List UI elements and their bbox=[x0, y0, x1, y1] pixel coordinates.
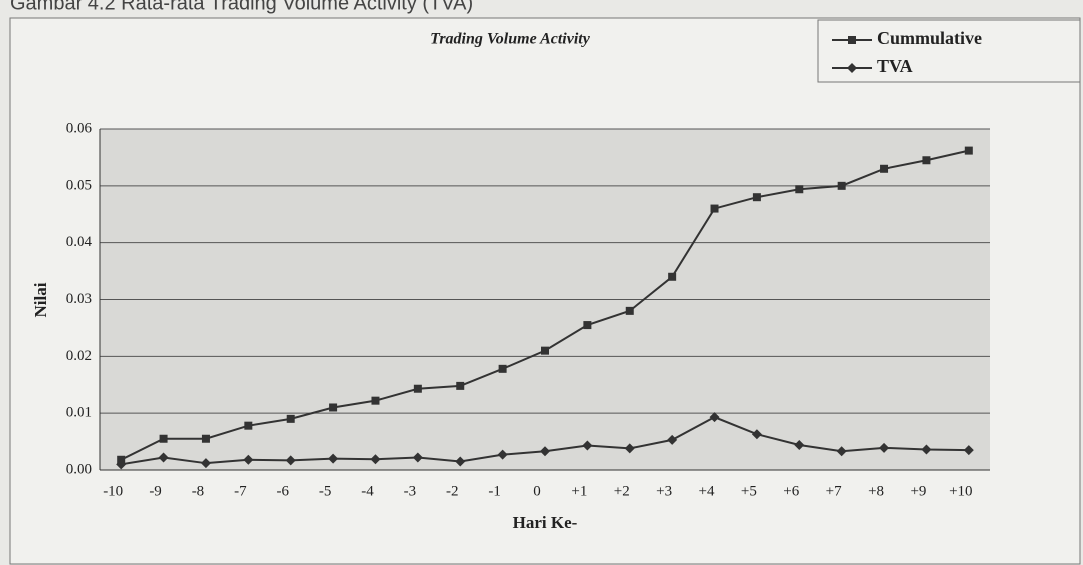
y-tick-label: 0.00 bbox=[66, 461, 92, 477]
marker bbox=[667, 434, 678, 445]
marker bbox=[455, 456, 466, 467]
marker bbox=[244, 421, 253, 430]
x-tick-label: +9 bbox=[910, 483, 926, 499]
y-tick-label: 0.01 bbox=[66, 405, 92, 421]
marker bbox=[836, 446, 847, 457]
marker bbox=[795, 185, 804, 194]
y-tick-label: 0.04 bbox=[66, 234, 93, 250]
x-tick-label: -7 bbox=[234, 483, 247, 499]
x-tick-label: -6 bbox=[276, 483, 289, 499]
marker bbox=[922, 156, 931, 165]
y-tick-label: 0.05 bbox=[66, 177, 92, 193]
marker bbox=[328, 453, 339, 464]
marker bbox=[200, 458, 211, 469]
y-tick-label: 0.03 bbox=[66, 291, 92, 307]
marker bbox=[582, 440, 593, 451]
marker bbox=[625, 306, 634, 315]
x-tick-label: +5 bbox=[741, 483, 757, 499]
marker bbox=[116, 459, 127, 470]
marker bbox=[413, 384, 422, 393]
marker bbox=[624, 443, 635, 454]
marker bbox=[158, 452, 169, 463]
marker bbox=[497, 449, 508, 460]
marker bbox=[541, 346, 549, 355]
y-tick-label: 0.02 bbox=[66, 348, 92, 364]
marker bbox=[370, 454, 381, 465]
marker bbox=[794, 439, 805, 450]
marker bbox=[921, 444, 932, 455]
x-tick-label: -8 bbox=[192, 483, 205, 499]
chart-title: Trading Volume Activity bbox=[430, 31, 591, 48]
x-tick-label: -1 bbox=[488, 483, 501, 499]
marker bbox=[540, 446, 550, 457]
marker bbox=[243, 454, 254, 465]
caption: Gambar 4.2 Rata-rata Trading Volume Acti… bbox=[10, 0, 473, 14]
x-tick-label: -5 bbox=[319, 483, 332, 499]
marker bbox=[159, 434, 168, 443]
marker bbox=[752, 193, 761, 202]
marker bbox=[710, 204, 719, 213]
marker bbox=[456, 381, 465, 390]
marker bbox=[964, 146, 973, 155]
x-tick-label: -4 bbox=[361, 483, 374, 499]
marker bbox=[329, 403, 338, 412]
x-tick-label: +2 bbox=[614, 483, 630, 499]
marker bbox=[286, 414, 295, 423]
x-tick-label: +1 bbox=[571, 483, 587, 499]
marker bbox=[879, 442, 890, 453]
legend-box bbox=[817, 19, 1081, 83]
marker bbox=[963, 445, 974, 456]
x-tick-label: -9 bbox=[149, 483, 162, 499]
legend-label: TVA bbox=[877, 56, 913, 76]
x-tick-label: +6 bbox=[783, 483, 799, 499]
marker bbox=[412, 452, 423, 463]
x-tick-label: +8 bbox=[868, 483, 884, 499]
y-tick-label: 0.06 bbox=[66, 120, 93, 136]
x-tick-label: -3 bbox=[404, 483, 417, 499]
marker bbox=[201, 434, 210, 443]
marker bbox=[498, 364, 507, 373]
x-tick-label: -10 bbox=[103, 483, 123, 499]
x-axis-label: Hari Ke- bbox=[513, 513, 578, 532]
marker bbox=[285, 455, 296, 466]
x-tick-label: +3 bbox=[656, 483, 672, 499]
x-tick-label: +10 bbox=[949, 483, 972, 499]
legend-marker bbox=[847, 63, 857, 73]
marker bbox=[709, 412, 720, 423]
marker bbox=[668, 272, 677, 281]
x-tick-label: -2 bbox=[446, 483, 459, 499]
marker bbox=[837, 181, 846, 190]
legend-label: Cummulative bbox=[877, 28, 982, 48]
y-axis-label: Nilai bbox=[31, 282, 50, 317]
marker bbox=[880, 164, 889, 173]
x-tick-label: +4 bbox=[699, 483, 715, 499]
x-tick-label: +7 bbox=[826, 483, 842, 499]
x-tick-label: 0 bbox=[533, 483, 541, 499]
marker bbox=[371, 396, 380, 405]
marker bbox=[583, 321, 592, 330]
marker bbox=[751, 429, 762, 440]
legend-marker bbox=[848, 36, 856, 44]
